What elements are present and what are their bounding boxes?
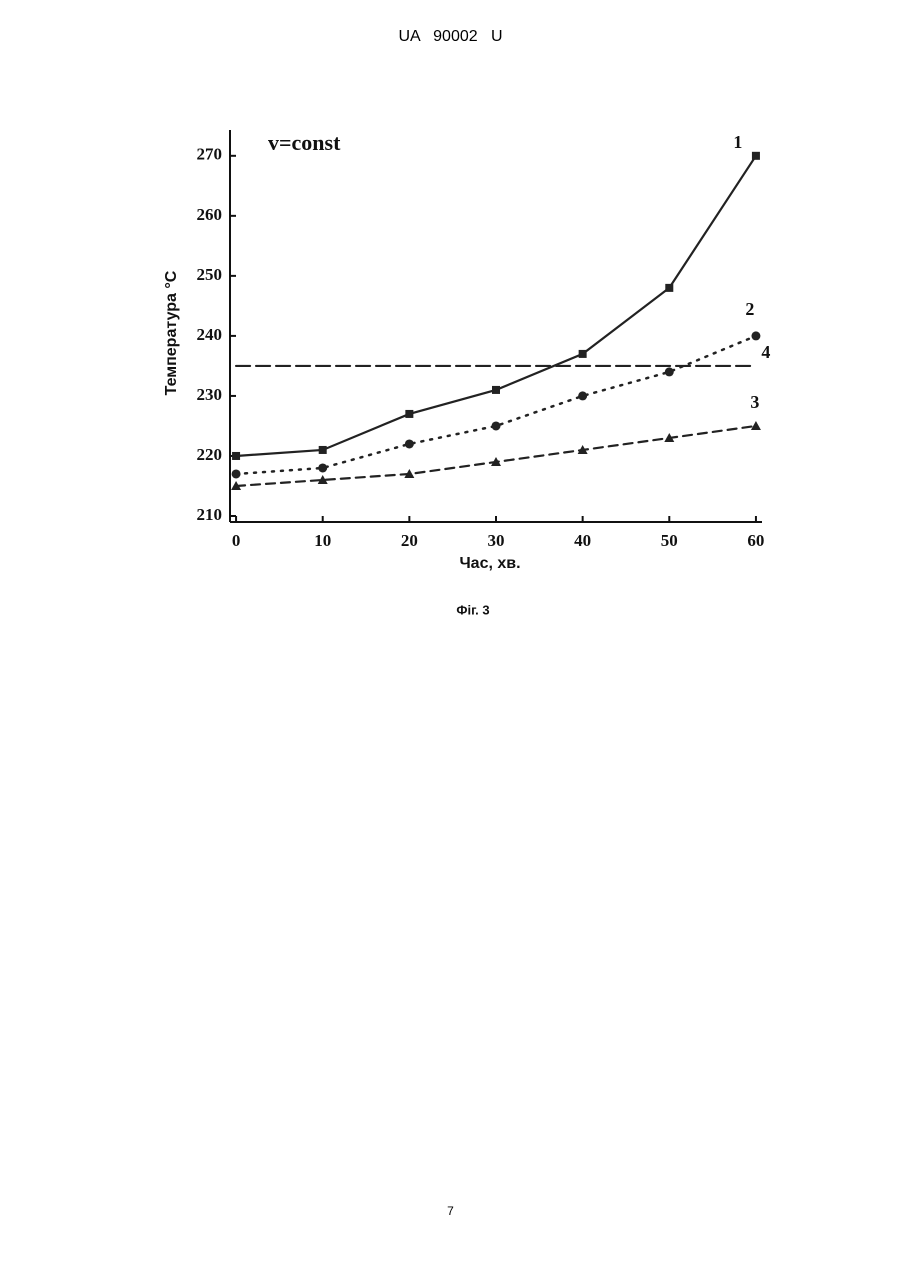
series-label: 3 [750,392,759,412]
y-tick-label: 210 [197,505,223,524]
x-tick-label: 60 [747,531,764,550]
x-tick-label: 20 [401,531,418,550]
marker [232,452,240,460]
x-tick-label: 40 [574,531,591,550]
x-tick-label: 30 [488,531,505,550]
marker [752,152,760,160]
series-label: 4 [761,342,770,362]
marker [579,350,587,358]
x-tick-label: 50 [661,531,678,550]
y-tick-label: 230 [197,385,223,404]
marker [318,463,327,472]
marker [492,386,500,394]
series-label: 2 [745,299,754,319]
marker [319,446,327,454]
y-axis-label: Температура °C [163,270,180,395]
x-axis-label: Час, хв. [459,555,520,572]
series-line [236,426,756,486]
marker [578,391,587,400]
y-tick-label: 260 [197,205,223,224]
y-tick-label: 240 [197,325,223,344]
figure-caption: Фіг. 3 [456,602,489,617]
marker [751,331,760,340]
x-tick-label: 10 [314,531,331,550]
annotation: v=const [268,130,341,155]
marker [492,421,501,430]
y-tick-label: 250 [197,265,223,284]
series-line [236,156,756,456]
series-line [236,336,756,474]
marker [232,469,241,478]
marker [751,421,761,430]
series-label: 1 [733,132,742,152]
marker [665,367,674,376]
chart: v=const Час, хв. Температура °C Фіг. 3 2… [0,0,901,640]
marker [405,410,413,418]
page: UA 90002 U v=const Час, хв. Температура … [0,0,901,1273]
marker [665,284,673,292]
x-tick-label: 0 [232,531,241,550]
y-tick-label: 220 [197,445,223,464]
marker [405,439,414,448]
y-tick-label: 270 [197,145,223,164]
page-number: 7 [0,1204,901,1218]
